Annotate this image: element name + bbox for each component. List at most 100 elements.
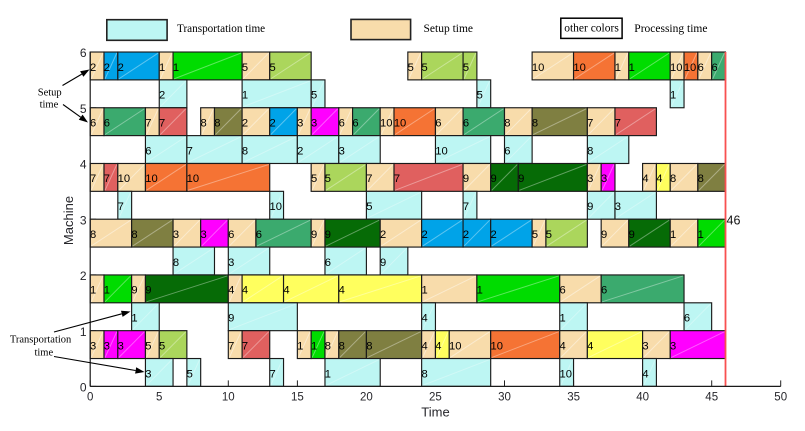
svg-text:7: 7 <box>366 173 372 185</box>
svg-text:7: 7 <box>159 117 165 129</box>
svg-text:8: 8 <box>242 145 248 157</box>
svg-text:3: 3 <box>339 145 345 157</box>
svg-text:1: 1 <box>629 62 635 74</box>
svg-text:7: 7 <box>463 201 469 213</box>
svg-text:30: 30 <box>498 392 511 404</box>
svg-text:20: 20 <box>360 392 373 404</box>
svg-text:35: 35 <box>567 392 580 404</box>
svg-text:4: 4 <box>421 313 427 325</box>
svg-text:8: 8 <box>587 145 593 157</box>
svg-text:7: 7 <box>587 117 593 129</box>
svg-text:Transportation time: Transportation time <box>177 23 265 35</box>
svg-text:9: 9 <box>145 285 151 297</box>
svg-text:8: 8 <box>670 173 676 185</box>
svg-text:time: time <box>34 348 53 359</box>
svg-text:9: 9 <box>228 313 234 325</box>
svg-text:8: 8 <box>366 340 372 352</box>
svg-text:10: 10 <box>394 117 406 129</box>
svg-text:10: 10 <box>449 340 461 352</box>
svg-text:1: 1 <box>297 340 303 352</box>
svg-text:6: 6 <box>601 285 607 297</box>
svg-text:4: 4 <box>339 285 345 297</box>
svg-text:50: 50 <box>774 392 787 404</box>
svg-text:8: 8 <box>200 117 206 129</box>
svg-text:8: 8 <box>421 368 427 380</box>
svg-text:2: 2 <box>118 62 124 74</box>
svg-text:10: 10 <box>573 62 585 74</box>
svg-text:3: 3 <box>228 257 234 269</box>
svg-text:1: 1 <box>173 62 179 74</box>
svg-text:6: 6 <box>80 46 87 60</box>
svg-text:3: 3 <box>90 340 96 352</box>
svg-text:7: 7 <box>104 173 110 185</box>
svg-text:2: 2 <box>242 117 248 129</box>
svg-text:1: 1 <box>670 90 676 102</box>
svg-text:5: 5 <box>187 368 193 380</box>
svg-text:3: 3 <box>145 368 151 380</box>
svg-text:1: 1 <box>421 285 427 297</box>
svg-text:5: 5 <box>270 62 276 74</box>
svg-text:2: 2 <box>490 229 496 241</box>
svg-text:5: 5 <box>80 102 87 116</box>
svg-text:1: 1 <box>477 285 483 297</box>
svg-text:4: 4 <box>642 368 648 380</box>
svg-text:1: 1 <box>104 285 110 297</box>
svg-text:8: 8 <box>325 340 331 352</box>
svg-text:6: 6 <box>90 117 96 129</box>
svg-text:1: 1 <box>159 62 165 74</box>
svg-text:Transportation: Transportation <box>10 335 72 346</box>
svg-text:other colors: other colors <box>564 23 619 35</box>
svg-text:6: 6 <box>325 257 331 269</box>
svg-text:9: 9 <box>629 229 635 241</box>
svg-text:10: 10 <box>222 392 235 404</box>
svg-text:7: 7 <box>187 145 193 157</box>
svg-text:9: 9 <box>587 201 593 213</box>
svg-text:9: 9 <box>380 257 386 269</box>
svg-text:3: 3 <box>118 340 124 352</box>
svg-text:2: 2 <box>159 90 165 102</box>
svg-text:5: 5 <box>421 62 427 74</box>
svg-text:8: 8 <box>532 117 538 129</box>
svg-text:5: 5 <box>156 392 162 404</box>
svg-text:7: 7 <box>270 368 276 380</box>
svg-text:5: 5 <box>159 340 165 352</box>
svg-text:4: 4 <box>228 285 234 297</box>
svg-text:4: 4 <box>242 285 248 297</box>
svg-text:45: 45 <box>705 392 718 404</box>
svg-text:7: 7 <box>145 117 151 129</box>
svg-text:6: 6 <box>104 117 110 129</box>
svg-text:7: 7 <box>90 173 96 185</box>
svg-text:5: 5 <box>463 62 469 74</box>
svg-text:6: 6 <box>352 117 358 129</box>
svg-text:3: 3 <box>615 201 621 213</box>
svg-text:8: 8 <box>698 173 704 185</box>
svg-text:10: 10 <box>435 145 447 157</box>
svg-text:7: 7 <box>228 340 234 352</box>
svg-text:5: 5 <box>366 201 372 213</box>
svg-text:10: 10 <box>490 340 502 352</box>
svg-text:Processing time: Processing time <box>634 23 707 35</box>
svg-text:1: 1 <box>325 368 331 380</box>
svg-text:9: 9 <box>601 229 607 241</box>
svg-text:4: 4 <box>435 340 441 352</box>
svg-text:5: 5 <box>325 173 331 185</box>
svg-text:9: 9 <box>311 229 317 241</box>
svg-text:2: 2 <box>380 229 386 241</box>
svg-text:7: 7 <box>394 173 400 185</box>
svg-text:5: 5 <box>311 173 317 185</box>
svg-text:3: 3 <box>601 173 607 185</box>
svg-text:6: 6 <box>504 145 510 157</box>
svg-text:9: 9 <box>325 229 331 241</box>
svg-text:8: 8 <box>131 229 137 241</box>
svg-text:6: 6 <box>463 117 469 129</box>
svg-text:1: 1 <box>242 90 248 102</box>
svg-text:time: time <box>40 100 59 111</box>
svg-text:0: 0 <box>80 381 87 395</box>
svg-text:9: 9 <box>131 285 137 297</box>
svg-text:8: 8 <box>214 117 220 129</box>
svg-text:2: 2 <box>80 269 87 283</box>
svg-text:6: 6 <box>339 117 345 129</box>
svg-text:3: 3 <box>311 117 317 129</box>
svg-text:15: 15 <box>291 392 304 404</box>
svg-text:1: 1 <box>670 229 676 241</box>
